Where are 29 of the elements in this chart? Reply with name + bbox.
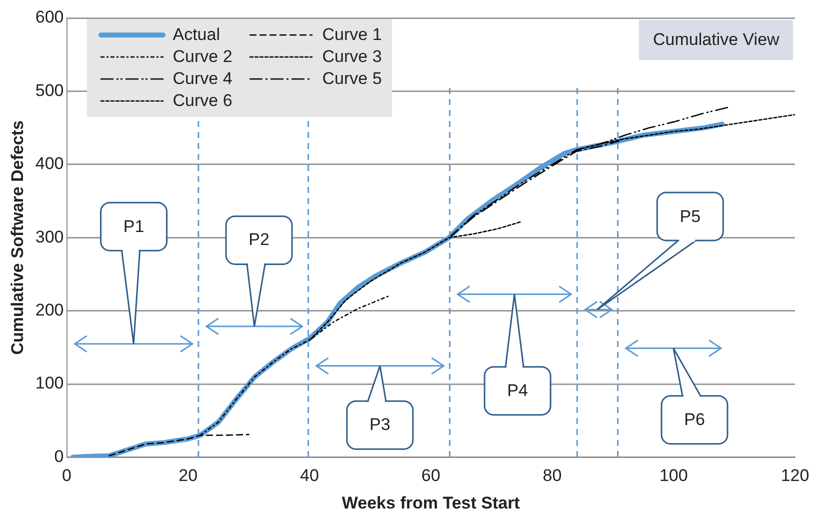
- x-tick-label: 100: [659, 466, 688, 486]
- legend-label: Curve 2: [172, 47, 232, 67]
- y-tick-label: 300: [35, 227, 64, 246]
- legend-label: Curve 1: [322, 25, 382, 45]
- legend-label: Curve 4: [172, 69, 232, 89]
- annotation: P3: [369, 415, 390, 436]
- legend-label: Actual: [172, 25, 220, 45]
- x-axis-title: Weeks from Test Start: [342, 493, 520, 512]
- annotation: P2: [248, 230, 270, 250]
- y-tick-label: 0: [54, 446, 64, 466]
- annotation: Cumulative View: [639, 20, 794, 60]
- y-tick-label: 400: [35, 154, 64, 174]
- y-tick-label: 200: [35, 300, 64, 320]
- annotation: P4: [507, 380, 528, 401]
- annotation: P6: [684, 410, 705, 430]
- x-tick-label: 60: [421, 466, 440, 486]
- x-tick-label: 40: [300, 466, 319, 486]
- annotation: P1: [123, 216, 144, 237]
- y-tick-label: 600: [35, 8, 64, 27]
- legend-label: Curve 5: [322, 69, 382, 89]
- x-tick-label: 20: [178, 466, 198, 486]
- annotation: P5: [680, 206, 701, 227]
- y-tick-label: 100: [35, 374, 64, 393]
- x-tick-label: 120: [780, 466, 810, 486]
- y-axis-title: Cumulative Software Defects: [8, 120, 27, 355]
- legend-label: Curve 6: [172, 91, 232, 111]
- legend-label: Curve 3: [322, 47, 382, 67]
- x-tick-label: 80: [542, 466, 562, 486]
- y-tick-label: 500: [35, 80, 64, 100]
